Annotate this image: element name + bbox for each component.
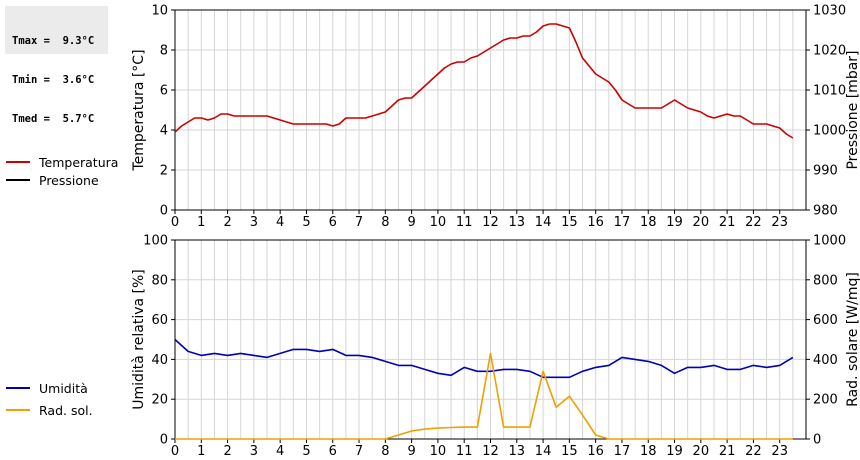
x-tick-label: 9	[407, 444, 415, 459]
x-tick-label: 13	[509, 444, 526, 459]
legend-label-pressione: Pressione	[39, 172, 99, 188]
y-tick-label-right: 800	[813, 273, 838, 288]
y-tick-label-left: 4	[160, 124, 168, 139]
x-tick-label: 8	[381, 215, 389, 230]
x-tick-label: 11	[456, 444, 473, 459]
y-tick-label-right: 980	[813, 204, 838, 219]
x-tick-label: 12	[482, 215, 499, 230]
legend-swatch-radsol	[6, 409, 30, 411]
x-tick-label: 6	[329, 215, 337, 230]
x-tick-label: 20	[693, 444, 710, 459]
y-tick-label-right: 0	[813, 433, 821, 448]
y-tick-label-left: 0	[160, 433, 168, 448]
series-line-umidit-	[174, 338, 794, 379]
y-axis-title-right: Rad. solare [W/mq]	[845, 272, 860, 407]
x-tick-label: 4	[276, 215, 284, 230]
legend-swatch-umidita	[6, 387, 30, 389]
x-tick-label: 23	[771, 444, 788, 459]
legend-item-temperatura: Temperatura	[6, 153, 118, 171]
x-tick-label: 10	[430, 215, 447, 230]
x-tick-label: 0	[171, 444, 179, 459]
y-tick-label-left: 60	[151, 313, 168, 328]
legend-label-umidita: Umidità	[39, 380, 88, 396]
y-axis-title-right: Pressione [mbar]	[845, 50, 860, 169]
x-tick-label: 14	[535, 444, 552, 459]
y-tick-label-left: 8	[160, 44, 168, 59]
x-tick-label: 2	[223, 444, 231, 459]
x-tick-label: 5	[302, 215, 310, 230]
legend-swatch-pressione	[6, 179, 30, 181]
y-axis-title-left: Temperatura [°C]	[131, 49, 147, 171]
x-tick-label: 5	[302, 444, 310, 459]
y-tick-label-left: 20	[151, 393, 168, 408]
legend-label-temperatura: Temperatura	[39, 154, 119, 170]
series-line-temperatura	[174, 23, 794, 139]
legend-item-umidita: Umidità	[6, 379, 93, 397]
x-tick-label: 20	[693, 215, 710, 230]
x-tick-label: 10	[430, 444, 447, 459]
x-tick-label: 3	[250, 444, 258, 459]
x-tick-label: 12	[482, 444, 499, 459]
x-tick-label: 1	[197, 444, 205, 459]
y-tick-label-left: 2	[160, 164, 168, 179]
x-tick-label: 14	[535, 215, 552, 230]
legend-label-radsol: Rad. sol.	[39, 402, 93, 418]
x-tick-label: 17	[614, 215, 631, 230]
stat-tmin: Tmin = 3.6°C	[12, 74, 95, 86]
y-tick-label-right: 1030	[813, 4, 846, 19]
x-tick-label: 11	[456, 215, 473, 230]
stats-box: Tmax = 9.3°C Tmin = 3.6°C Tmed = 5.7°C	[5, 6, 108, 125]
legend-item-pressione: Pressione	[6, 171, 118, 189]
y-tick-label-left: 6	[160, 84, 168, 99]
x-tick-label: 0	[171, 215, 179, 230]
y-tick-label-left: 100	[143, 234, 168, 249]
x-tick-label: 15	[561, 444, 578, 459]
x-tick-label: 19	[666, 444, 683, 459]
x-tick-label: 3	[250, 215, 258, 230]
x-tick-label: 9	[407, 215, 415, 230]
legend-swatch-temperatura	[6, 161, 30, 163]
x-tick-label: 2	[223, 215, 231, 230]
y-tick-label-right: 1000	[813, 124, 846, 139]
x-tick-label: 15	[561, 215, 578, 230]
x-tick-label: 7	[355, 215, 363, 230]
legend-item-radsol: Rad. sol.	[6, 401, 93, 419]
y-tick-label-left: 10	[151, 4, 168, 19]
x-tick-label: 16	[587, 215, 604, 230]
y-tick-label-right: 990	[813, 164, 838, 179]
y-axis-title-left: Umidità relativa [%]	[131, 269, 147, 410]
x-tick-label: 23	[771, 215, 788, 230]
y-tick-label-right: 200	[813, 393, 838, 408]
x-tick-label: 18	[640, 444, 657, 459]
x-tick-label: 7	[355, 444, 363, 459]
legend-top: Temperatura Pressione	[6, 153, 118, 189]
y-tick-label-right: 1020	[813, 44, 846, 59]
y-tick-label-left: 80	[151, 273, 168, 288]
legend-bottom: Umidità Rad. sol.	[6, 379, 93, 419]
stat-tmax: Tmax = 9.3°C	[12, 35, 95, 47]
y-tick-label-right: 600	[813, 313, 838, 328]
y-tick-label-left: 40	[151, 353, 168, 368]
x-tick-label: 17	[614, 444, 631, 459]
x-tick-label: 16	[587, 444, 604, 459]
stat-tmed: Tmed = 5.7°C	[12, 113, 95, 125]
x-tick-label: 1	[197, 215, 205, 230]
series-line-rad-sol-	[175, 352, 793, 440]
y-tick-label-right: 1010	[813, 84, 846, 99]
y-tick-label-right: 1000	[813, 234, 846, 249]
x-tick-label: 21	[719, 444, 736, 459]
x-tick-label: 22	[745, 444, 762, 459]
x-tick-label: 19	[666, 215, 683, 230]
y-tick-label-left: 0	[160, 204, 168, 219]
x-tick-label: 18	[640, 215, 657, 230]
x-tick-label: 8	[381, 444, 389, 459]
x-tick-label: 21	[719, 215, 736, 230]
x-tick-label: 6	[329, 444, 337, 459]
y-tick-label-right: 400	[813, 353, 838, 368]
x-tick-label: 4	[276, 444, 284, 459]
x-tick-label: 13	[509, 215, 526, 230]
x-tick-label: 22	[745, 215, 762, 230]
